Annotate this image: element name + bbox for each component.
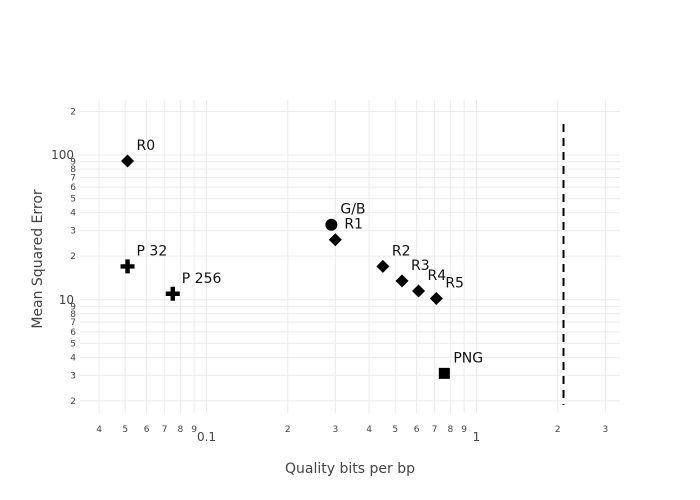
y-tick-label: 2 [70, 107, 76, 117]
x-tick-label: 2 [555, 425, 561, 435]
y-tick-label: 2 [70, 397, 76, 407]
y-tick-label: 7 [70, 318, 76, 328]
y-tick-label: 5 [70, 195, 76, 205]
y-tick-label: 9 [70, 158, 76, 168]
x-tick-label: 8 [447, 425, 453, 435]
x-tick-label: 2 [285, 425, 291, 435]
diamond-marker [376, 259, 390, 273]
y-tick-label: 4 [70, 353, 76, 363]
x-tick-label: 6 [414, 425, 420, 435]
y-tick-label: 5 [70, 339, 76, 349]
x-tick-label: 9 [191, 425, 197, 435]
cross-marker [165, 286, 180, 301]
diamond-marker [412, 284, 426, 298]
x-tick-label: 3 [332, 425, 338, 435]
point-label: R1 [344, 217, 363, 233]
x-axis-title: Quality bits per bp [285, 461, 415, 477]
y-tick-label: 8 [70, 165, 76, 175]
x-tick-label: 4 [96, 425, 102, 435]
point-label: G/B [340, 202, 365, 218]
x-axis-ticks: 4 5 6 7 8 9 0.1 2 3 4 5 6 7 8 9 1 2 3 [96, 425, 608, 444]
y-tick-label: 8 [70, 310, 76, 320]
cross-marker [120, 259, 135, 274]
point-label: P 256 [182, 271, 222, 287]
y-tick-label: 3 [70, 227, 76, 237]
circle-marker [325, 218, 338, 231]
diamond-marker [429, 292, 443, 306]
x-tick-label: 0.1 [197, 430, 216, 444]
y-tick-label: 7 [70, 173, 76, 183]
y-tick-label: 3 [70, 371, 76, 381]
point-label: R5 [445, 276, 464, 292]
y-axis-title: Mean Squared Error [30, 189, 46, 329]
x-tick-label: 3 [602, 425, 608, 435]
x-tick-label: 5 [392, 425, 398, 435]
point-label: R4 [428, 268, 447, 284]
x-tick-label: 7 [432, 425, 438, 435]
x-tick-label: 5 [122, 425, 128, 435]
y-tick-label: 4 [70, 209, 76, 219]
y-tick-label: 100 [51, 148, 74, 162]
y-tick-label: 6 [70, 328, 76, 338]
x-tick-label: 1 [473, 430, 481, 444]
point-label: R0 [137, 138, 156, 154]
diamond-marker [395, 274, 409, 288]
x-tick-label: 6 [144, 425, 150, 435]
point-label: R3 [411, 258, 430, 274]
y-tick-label: 2 [70, 252, 76, 262]
diamond-marker [121, 154, 135, 168]
point-label: R2 [392, 243, 411, 259]
grid [80, 100, 620, 413]
square-marker [438, 367, 450, 379]
y-tick-label: 9 [70, 302, 76, 312]
y-tick-label: 6 [70, 183, 76, 193]
x-tick-label: 9 [461, 425, 467, 435]
point-label: P 32 [137, 243, 168, 259]
point-label: PNG [453, 350, 483, 366]
x-tick-label: 8 [177, 425, 183, 435]
x-tick-label: 4 [366, 425, 372, 435]
x-tick-label: 7 [162, 425, 168, 435]
y-tick-label: 10 [59, 293, 74, 307]
diamond-marker [328, 233, 342, 247]
